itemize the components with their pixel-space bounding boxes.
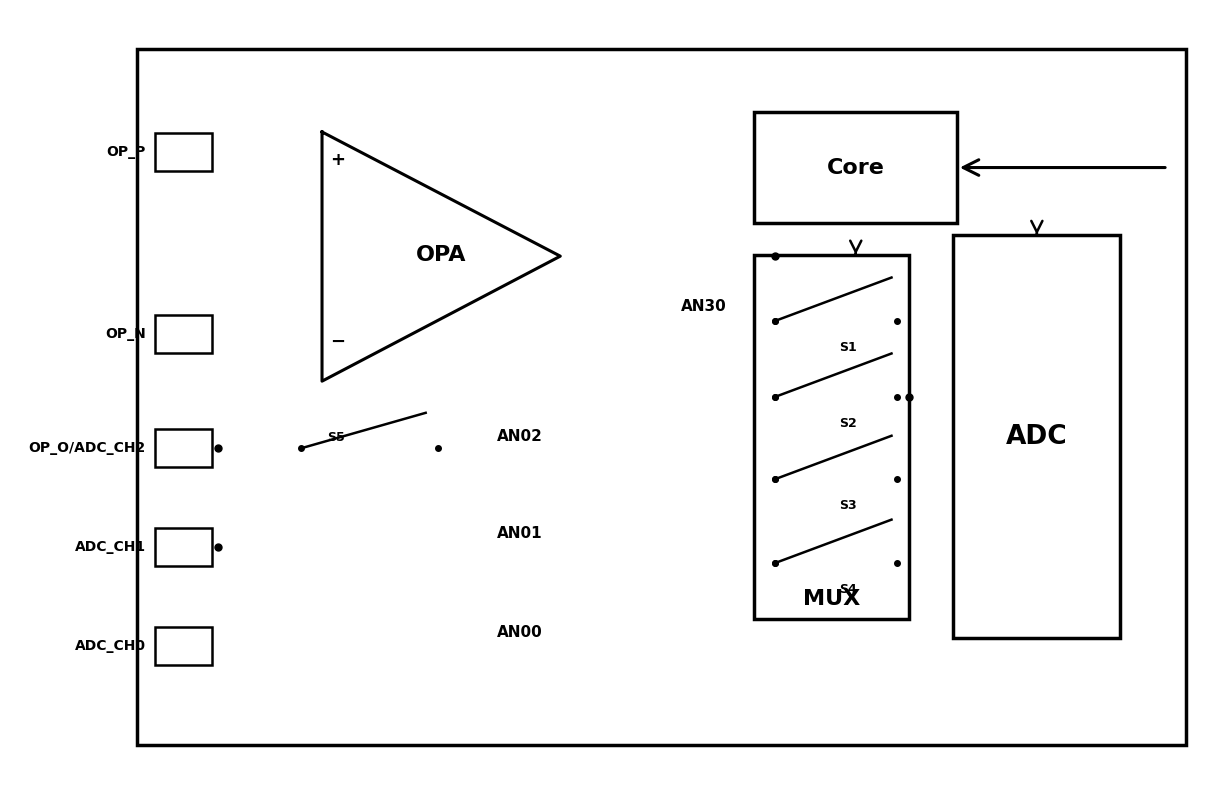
Text: OP_P: OP_P — [107, 145, 145, 159]
Bar — [953, 235, 1120, 638]
Text: S1: S1 — [839, 341, 857, 354]
Text: S3: S3 — [839, 499, 857, 512]
Text: AN30: AN30 — [682, 299, 727, 314]
Bar — [137, 49, 1186, 745]
Text: AN02: AN02 — [497, 429, 543, 444]
Bar — [155, 314, 212, 353]
Bar — [155, 627, 212, 665]
Text: −: − — [329, 333, 345, 351]
Text: S2: S2 — [839, 417, 857, 430]
Text: S4: S4 — [839, 583, 857, 596]
Text: ADC_CH0: ADC_CH0 — [75, 639, 145, 653]
Text: S5: S5 — [327, 431, 345, 445]
Bar — [155, 528, 212, 566]
Bar — [754, 255, 909, 619]
Text: OP_O/ADC_CH2: OP_O/ADC_CH2 — [28, 441, 145, 456]
Text: Core: Core — [827, 157, 885, 178]
Text: ADC_CH1: ADC_CH1 — [75, 541, 145, 554]
Text: +: + — [331, 151, 345, 168]
Text: AN01: AN01 — [497, 526, 543, 542]
Text: OPA: OPA — [415, 245, 466, 264]
Bar — [754, 112, 957, 223]
Text: OP_N: OP_N — [105, 326, 145, 341]
Bar — [155, 430, 212, 468]
Text: AN00: AN00 — [497, 626, 543, 640]
Text: MUX: MUX — [803, 589, 861, 609]
Text: ADC: ADC — [1006, 423, 1068, 449]
Bar — [155, 133, 212, 171]
